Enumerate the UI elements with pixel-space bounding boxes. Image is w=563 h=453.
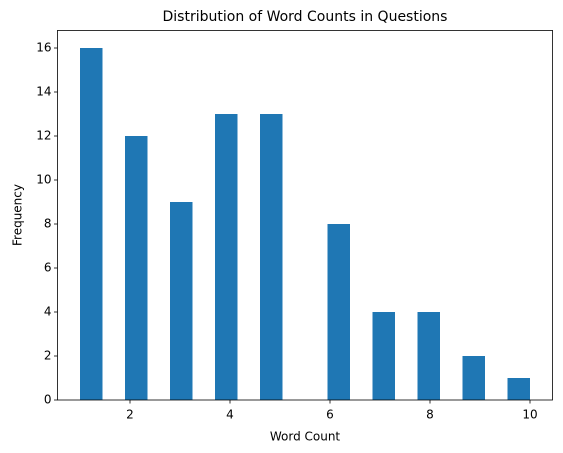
- y-tick-label: 6: [44, 261, 52, 275]
- y-axis-label: Frequency: [11, 184, 25, 246]
- bar: [417, 312, 440, 400]
- x-tick-label: 2: [126, 408, 134, 422]
- bar: [372, 312, 395, 400]
- bar: [215, 114, 238, 400]
- bar: [125, 136, 148, 400]
- y-tick-label: 16: [36, 41, 51, 55]
- y-tick-label: 10: [36, 173, 51, 187]
- bar: [507, 378, 530, 400]
- x-axis-label: Word Count: [270, 430, 341, 444]
- x-tick-label: 8: [426, 408, 434, 422]
- bar: [462, 356, 485, 400]
- chart-title: Distribution of Word Counts in Questions: [163, 9, 448, 25]
- y-tick-label: 8: [44, 217, 52, 231]
- axes-frame: [57, 29, 553, 401]
- bar: [260, 114, 283, 400]
- bar: [80, 48, 103, 400]
- x-tick-label: 10: [522, 408, 537, 422]
- y-tick-label: 14: [36, 85, 51, 99]
- y-tick-label: 2: [44, 349, 52, 363]
- y-tick-label: 4: [44, 305, 52, 319]
- bar: [327, 224, 350, 400]
- bar: [170, 202, 193, 400]
- x-tick-label: 4: [226, 408, 234, 422]
- y-tick-label: 0: [44, 393, 52, 407]
- x-tick-label: 6: [326, 408, 334, 422]
- y-tick-label: 12: [36, 129, 51, 143]
